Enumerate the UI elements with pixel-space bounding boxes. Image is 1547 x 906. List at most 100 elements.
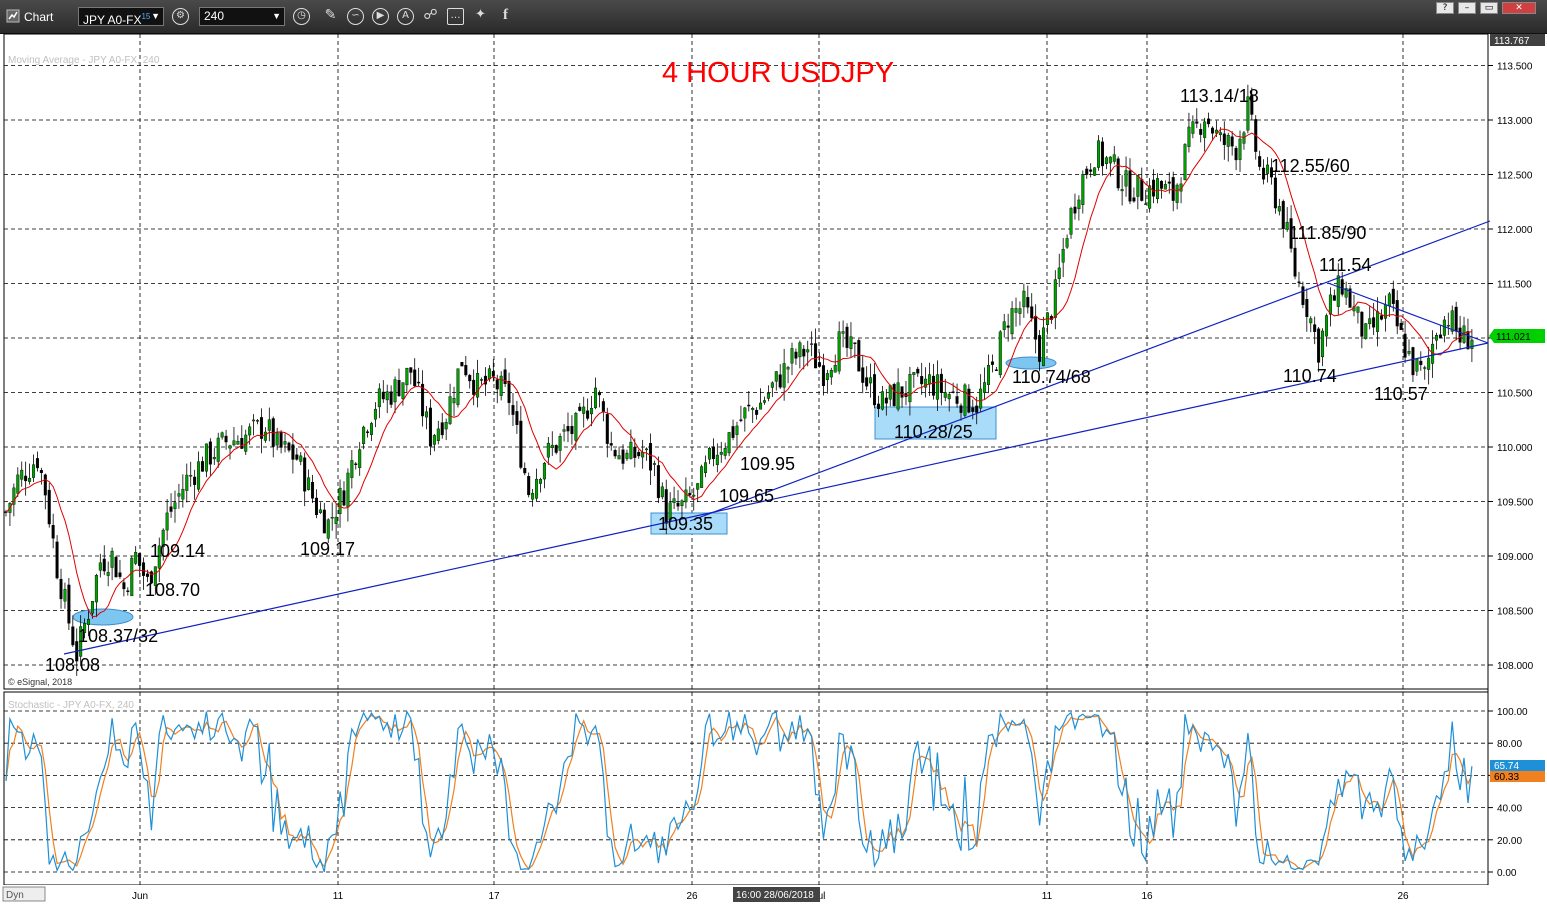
- price-tick-label: 113.500: [1497, 62, 1533, 73]
- minimize-button[interactable]: –: [1458, 2, 1476, 14]
- candle-body: [668, 502, 672, 521]
- candle-body: [1195, 121, 1199, 124]
- candle-body: [1328, 294, 1332, 315]
- candle-body: [173, 502, 177, 510]
- candle-body: [1069, 208, 1073, 235]
- candle-body: [719, 451, 723, 455]
- candle-body: [326, 519, 330, 539]
- candle-body: [727, 432, 731, 454]
- candle-body: [1387, 293, 1391, 307]
- candle-body: [755, 409, 759, 415]
- candle-body: [94, 574, 98, 603]
- candle-body: [943, 392, 947, 398]
- candle-body: [212, 457, 216, 460]
- symbol-field[interactable]: JPY A0-FX15 ▼: [78, 7, 164, 27]
- alert-icon[interactable]: A: [397, 8, 414, 25]
- candle-body: [1183, 144, 1187, 181]
- candlestick-series: [4, 84, 1474, 676]
- candle-body: [794, 351, 798, 359]
- candle-body: [291, 444, 295, 460]
- candle-body: [715, 454, 719, 465]
- candle-body: [35, 458, 39, 469]
- candle-body: [869, 377, 873, 384]
- candle-body: [896, 382, 900, 410]
- candle-body: [71, 626, 75, 646]
- candle-body: [810, 343, 814, 345]
- price-pane[interactable]: [3, 33, 1489, 690]
- candle-body: [531, 492, 535, 500]
- candle-body: [1407, 350, 1411, 354]
- candle-body: [511, 405, 515, 415]
- candle-body: [1148, 185, 1152, 209]
- annotation-111-85-90: 111.85/90: [1289, 223, 1366, 243]
- close-button[interactable]: ✕: [1502, 2, 1536, 14]
- play-icon[interactable]: ▶: [372, 8, 389, 25]
- candle-body: [1065, 238, 1069, 248]
- price-tick-label: 113.000: [1497, 116, 1533, 127]
- stoch-tick-label: 0.00: [1497, 868, 1517, 879]
- twitter-icon[interactable]: ✦: [475, 7, 486, 22]
- candle-body: [951, 391, 955, 393]
- candle-body: [1297, 281, 1301, 283]
- candle-body: [704, 462, 708, 473]
- candle-body: [664, 489, 668, 524]
- candle-body: [452, 398, 456, 404]
- candle-body: [20, 469, 24, 480]
- candle-body: [841, 331, 845, 334]
- candle-body: [994, 369, 998, 371]
- chat-icon[interactable]: …: [447, 8, 464, 25]
- candle-body: [959, 405, 963, 413]
- candle-body: [519, 420, 523, 468]
- chain-icon[interactable]: ☍: [423, 7, 438, 23]
- candle-body: [47, 489, 51, 525]
- draw-icon[interactable]: ✎: [324, 7, 337, 23]
- candle-body: [240, 437, 244, 449]
- stoch-tick-label: 80.00: [1497, 739, 1522, 750]
- trendline-resistance: [1327, 282, 1489, 344]
- candle-body: [90, 601, 94, 614]
- interval-field[interactable]: 240 ▼: [199, 7, 285, 26]
- help-button[interactable]: ?: [1436, 2, 1454, 14]
- candle-body: [1356, 306, 1360, 313]
- link-icon[interactable]: ∽: [347, 8, 364, 25]
- candle-body: [362, 426, 366, 445]
- candle-body: [307, 477, 311, 490]
- copyright-label: © eSignal, 2018: [8, 677, 72, 687]
- candle-body: [821, 365, 825, 387]
- stoch-tick-label: 40.00: [1497, 804, 1522, 815]
- candle-body: [283, 441, 287, 445]
- candle-body: [920, 376, 924, 385]
- annotation-109-95: 109.95: [740, 454, 795, 474]
- restore-button[interactable]: ▭: [1480, 2, 1498, 14]
- gear-icon[interactable]: ⚙: [172, 8, 189, 25]
- dyn-button[interactable]: [2, 886, 46, 902]
- candle-body: [1230, 136, 1234, 147]
- price-tick-label: 112.500: [1497, 171, 1533, 182]
- candle-body: [1379, 315, 1383, 320]
- candle-body: [692, 494, 696, 497]
- candle-body: [1077, 199, 1081, 210]
- current-price-tag: [1489, 329, 1545, 343]
- candle-body: [460, 361, 464, 367]
- trendline-major-support: [63, 342, 1489, 655]
- candle-body: [990, 361, 994, 365]
- stoch-k-value: 65.74: [1494, 761, 1519, 772]
- candle-body: [503, 369, 507, 385]
- candle-body: [153, 566, 157, 586]
- candle-body: [208, 441, 212, 465]
- candle-body: [1348, 288, 1352, 308]
- candle-body: [1152, 179, 1156, 197]
- candle-body: [861, 367, 865, 383]
- clock-icon[interactable]: ◷: [293, 8, 310, 25]
- candle-body: [1159, 180, 1163, 189]
- candle-body: [59, 578, 63, 600]
- candle-body: [853, 342, 857, 344]
- candle-body: [912, 372, 916, 375]
- annotation-108-70: 108.70: [145, 580, 200, 600]
- candle-body: [1273, 177, 1277, 209]
- candle-body: [947, 394, 951, 400]
- candle-body: [1014, 308, 1018, 313]
- facebook-icon[interactable]: f: [503, 7, 508, 23]
- candle-body: [935, 374, 939, 400]
